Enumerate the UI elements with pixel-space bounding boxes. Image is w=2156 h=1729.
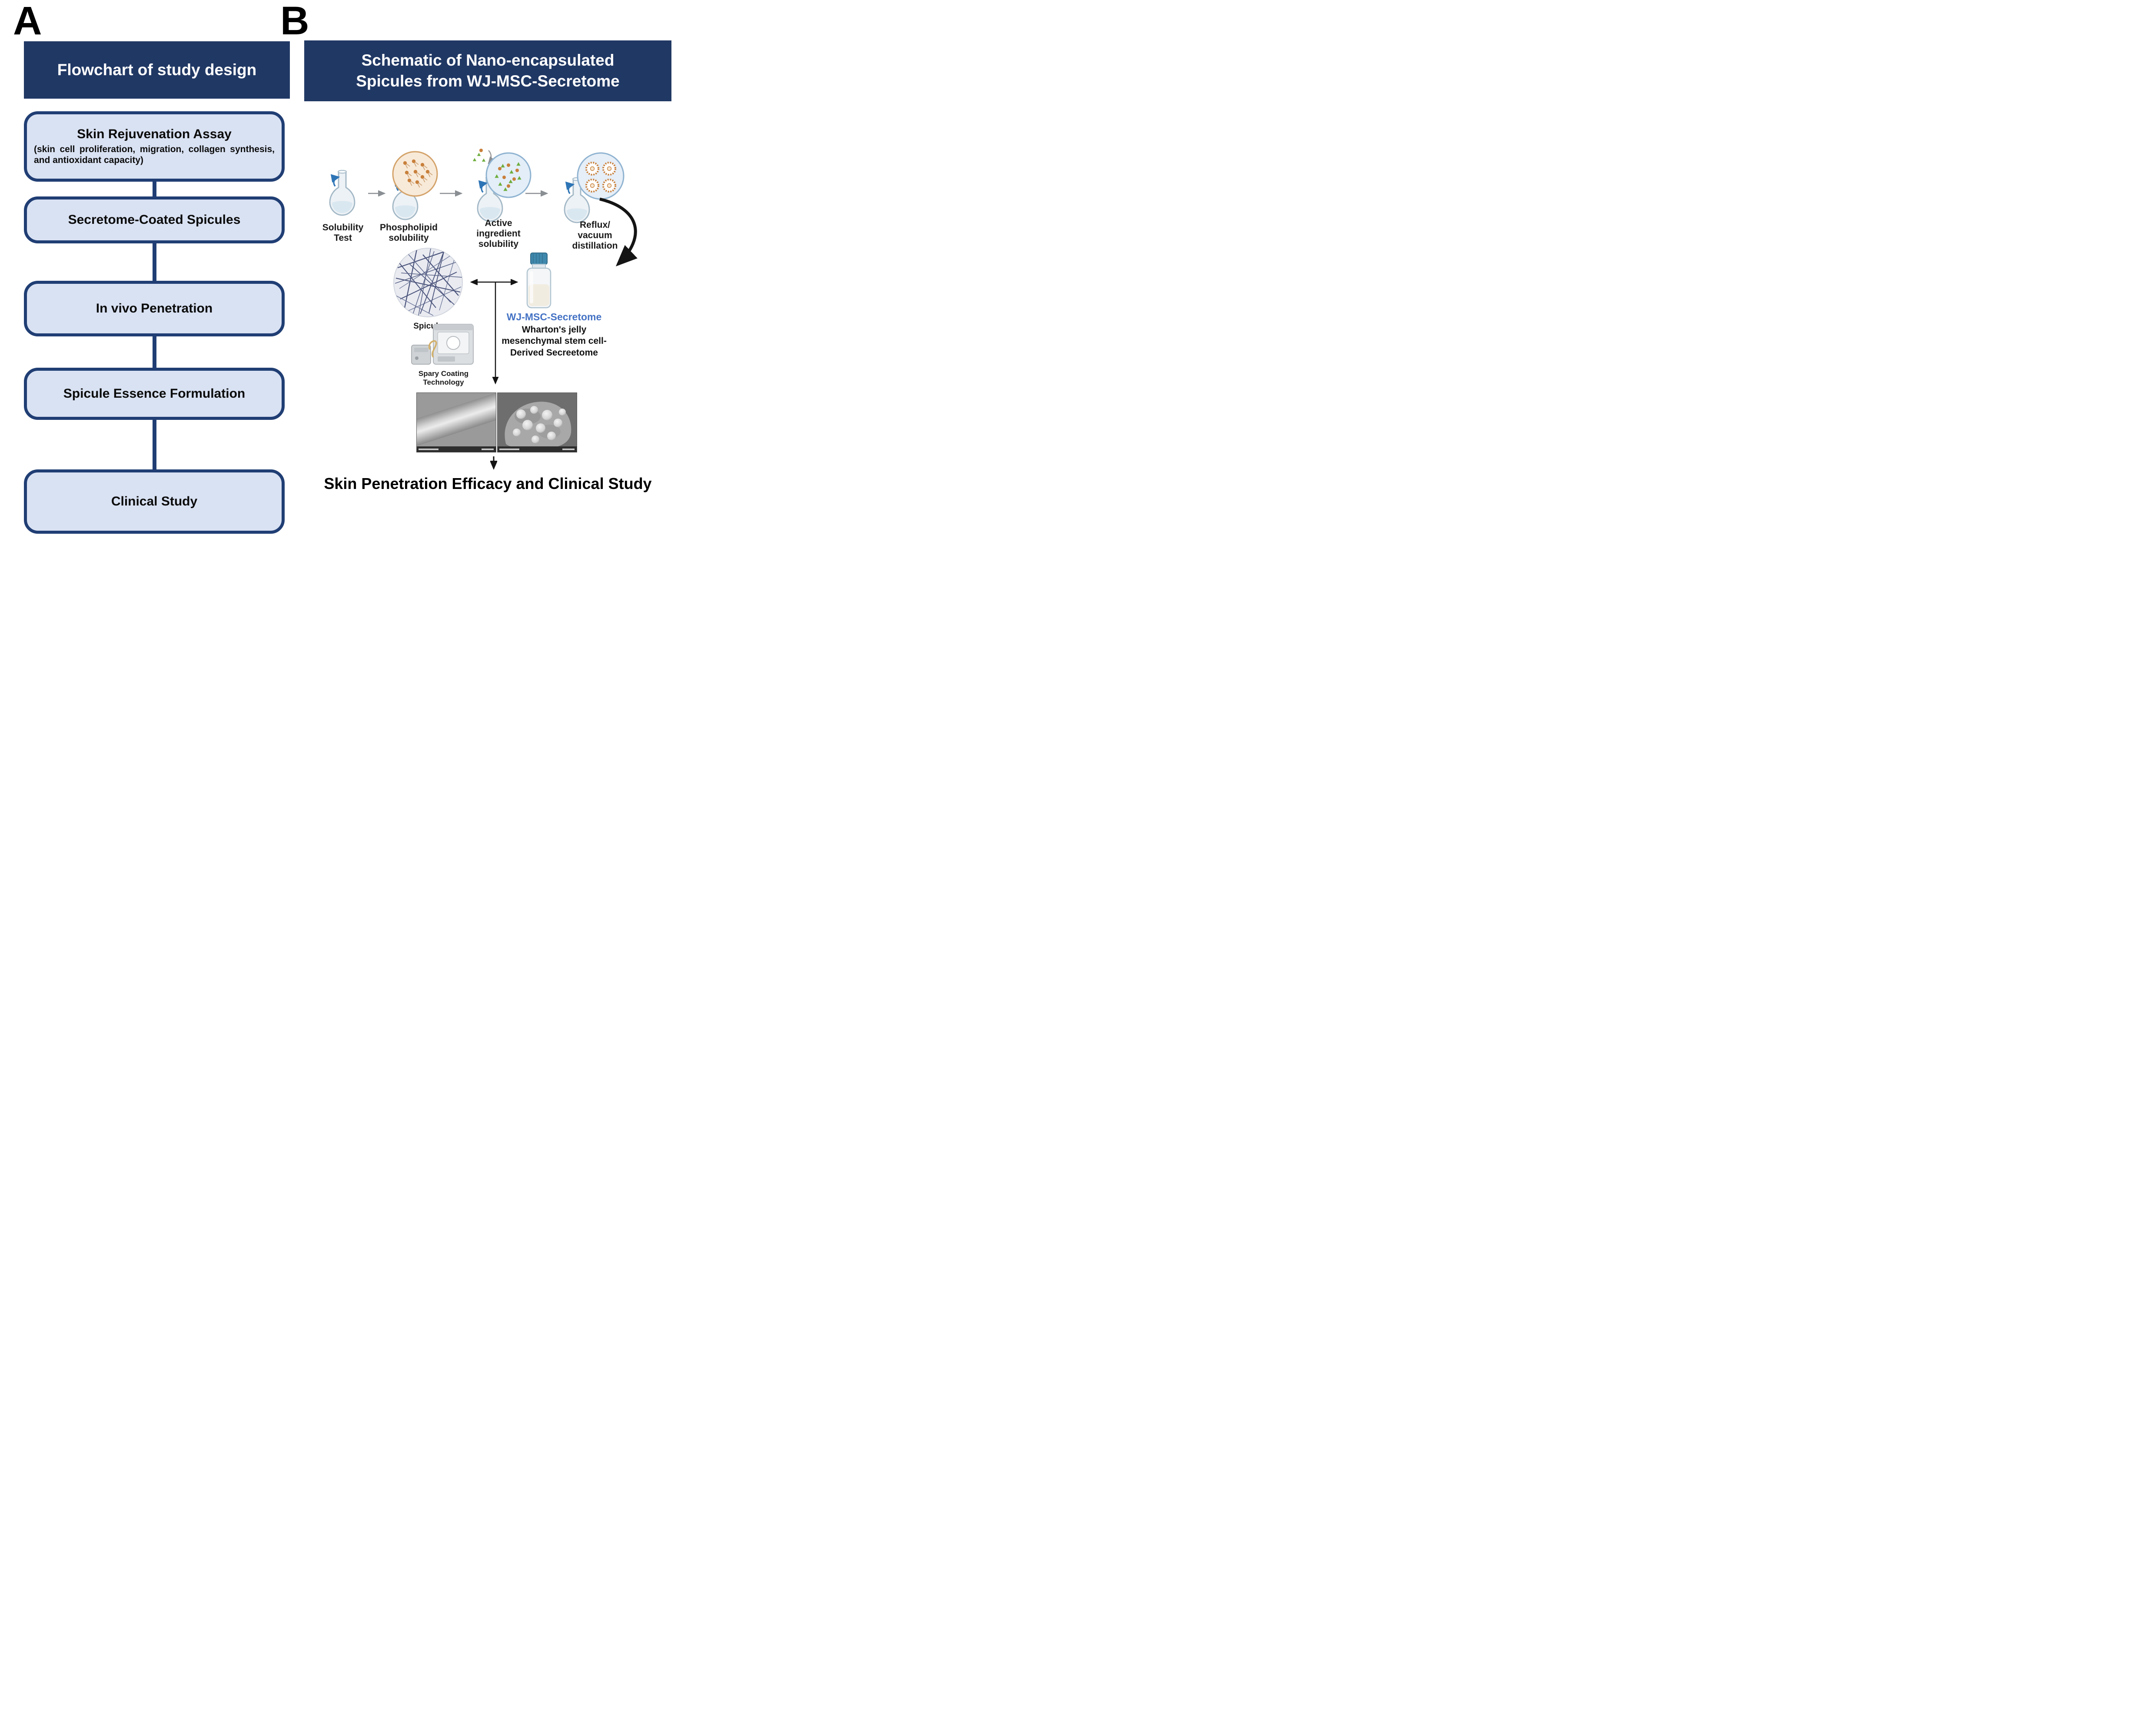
step-label-solubility-test: Solubility Test: [322, 223, 364, 243]
figure: A Flowchart of study design Skin Rejuven…: [0, 0, 674, 541]
flow-box-skin-rejuvenation: Skin Rejuvenation Assay (skin cell proli…: [24, 111, 285, 182]
connector-line: [153, 181, 156, 197]
final-statement: Skin Penetration Efficacy and Clinical S…: [324, 475, 652, 492]
arrow-right-icon: [368, 190, 386, 196]
step-label-reflux: Reflux/ vacuum distillation: [572, 220, 618, 251]
spicule-micrograph: [393, 248, 463, 317]
sem-image-smooth-spicule: [416, 392, 496, 452]
active-ingredient-circle-icon: [485, 152, 532, 198]
flow-box-essence-formulation: Spicule Essence Formulation: [24, 368, 285, 420]
connector-line: [153, 419, 156, 470]
add-ingredient-icon: [472, 149, 495, 164]
flow-box-in-vivo: In vivo Penetration: [24, 281, 285, 336]
double-arrow-icon: [470, 279, 518, 285]
panel-b-header-line1: Schematic of Nano-encapsulated: [361, 51, 615, 69]
flow-box-subtitle: (skin cell proliferation, migration, col…: [34, 144, 275, 166]
flow-box-secretome-spicules: Secretome-Coated Spicules: [24, 196, 285, 243]
curved-arrow-icon: [599, 197, 638, 266]
arrow-right-icon: [440, 190, 463, 196]
panel-b-header-line2: Spicules from WJ-MSC-Secretome: [356, 72, 620, 90]
sem-image-coated-spicule: [497, 392, 577, 452]
flow-box-title: Clinical Study: [111, 494, 198, 509]
spray-coating-label: Spary Coating Technology: [418, 369, 469, 386]
panel-b-letter: B: [280, 0, 309, 43]
panel-a-header: Flowchart of study design: [24, 41, 290, 99]
connector-line: [153, 336, 156, 369]
liposome-circle-icon: [577, 152, 625, 200]
flow-box-title: In vivo Penetration: [96, 301, 213, 316]
down-arrow-long-icon: [492, 283, 499, 385]
phospholipid-circle-icon: [392, 151, 438, 197]
spray-coating-machine-icon: [411, 324, 474, 365]
down-arrow-icon: [490, 456, 497, 470]
flow-box-title: Skin Rejuvenation Assay: [77, 127, 232, 142]
step-label-phospholipid: Phospholipid solubility: [380, 223, 438, 243]
secretome-subtitle: Wharton's jelly mesenchymal stem cell- D…: [502, 325, 607, 358]
flow-box-clinical-study: Clinical Study: [24, 469, 285, 534]
flow-box-title: Secretome-Coated Spicules: [68, 212, 241, 227]
secretome-title: WJ-MSC-Secretome: [506, 311, 602, 323]
panel-a-letter: A: [13, 0, 42, 43]
step-label-active-ingredient: Active ingredient solubility: [476, 218, 521, 249]
connector-line: [153, 243, 156, 282]
panel-b-header: Schematic of Nano-encapsulated Spicules …: [304, 40, 671, 101]
flow-box-title: Spicule Essence Formulation: [63, 386, 246, 401]
panel-a-header-text: Flowchart of study design: [57, 60, 257, 79]
flask-icon: [322, 169, 363, 219]
arrow-right-icon: [525, 190, 548, 196]
secretome-vial-icon: [526, 253, 551, 309]
